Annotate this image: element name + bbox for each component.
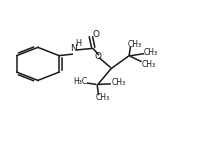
Text: O: O bbox=[93, 30, 100, 39]
Text: CH₃: CH₃ bbox=[96, 94, 110, 103]
Text: CH₃: CH₃ bbox=[128, 40, 142, 49]
Text: N: N bbox=[70, 44, 77, 53]
Text: O: O bbox=[95, 52, 102, 61]
Text: CH₃: CH₃ bbox=[144, 48, 158, 57]
Text: H₃C: H₃C bbox=[73, 77, 87, 86]
Text: H: H bbox=[75, 39, 81, 48]
Text: CH₃: CH₃ bbox=[141, 60, 155, 69]
Text: CH₃: CH₃ bbox=[111, 78, 126, 87]
